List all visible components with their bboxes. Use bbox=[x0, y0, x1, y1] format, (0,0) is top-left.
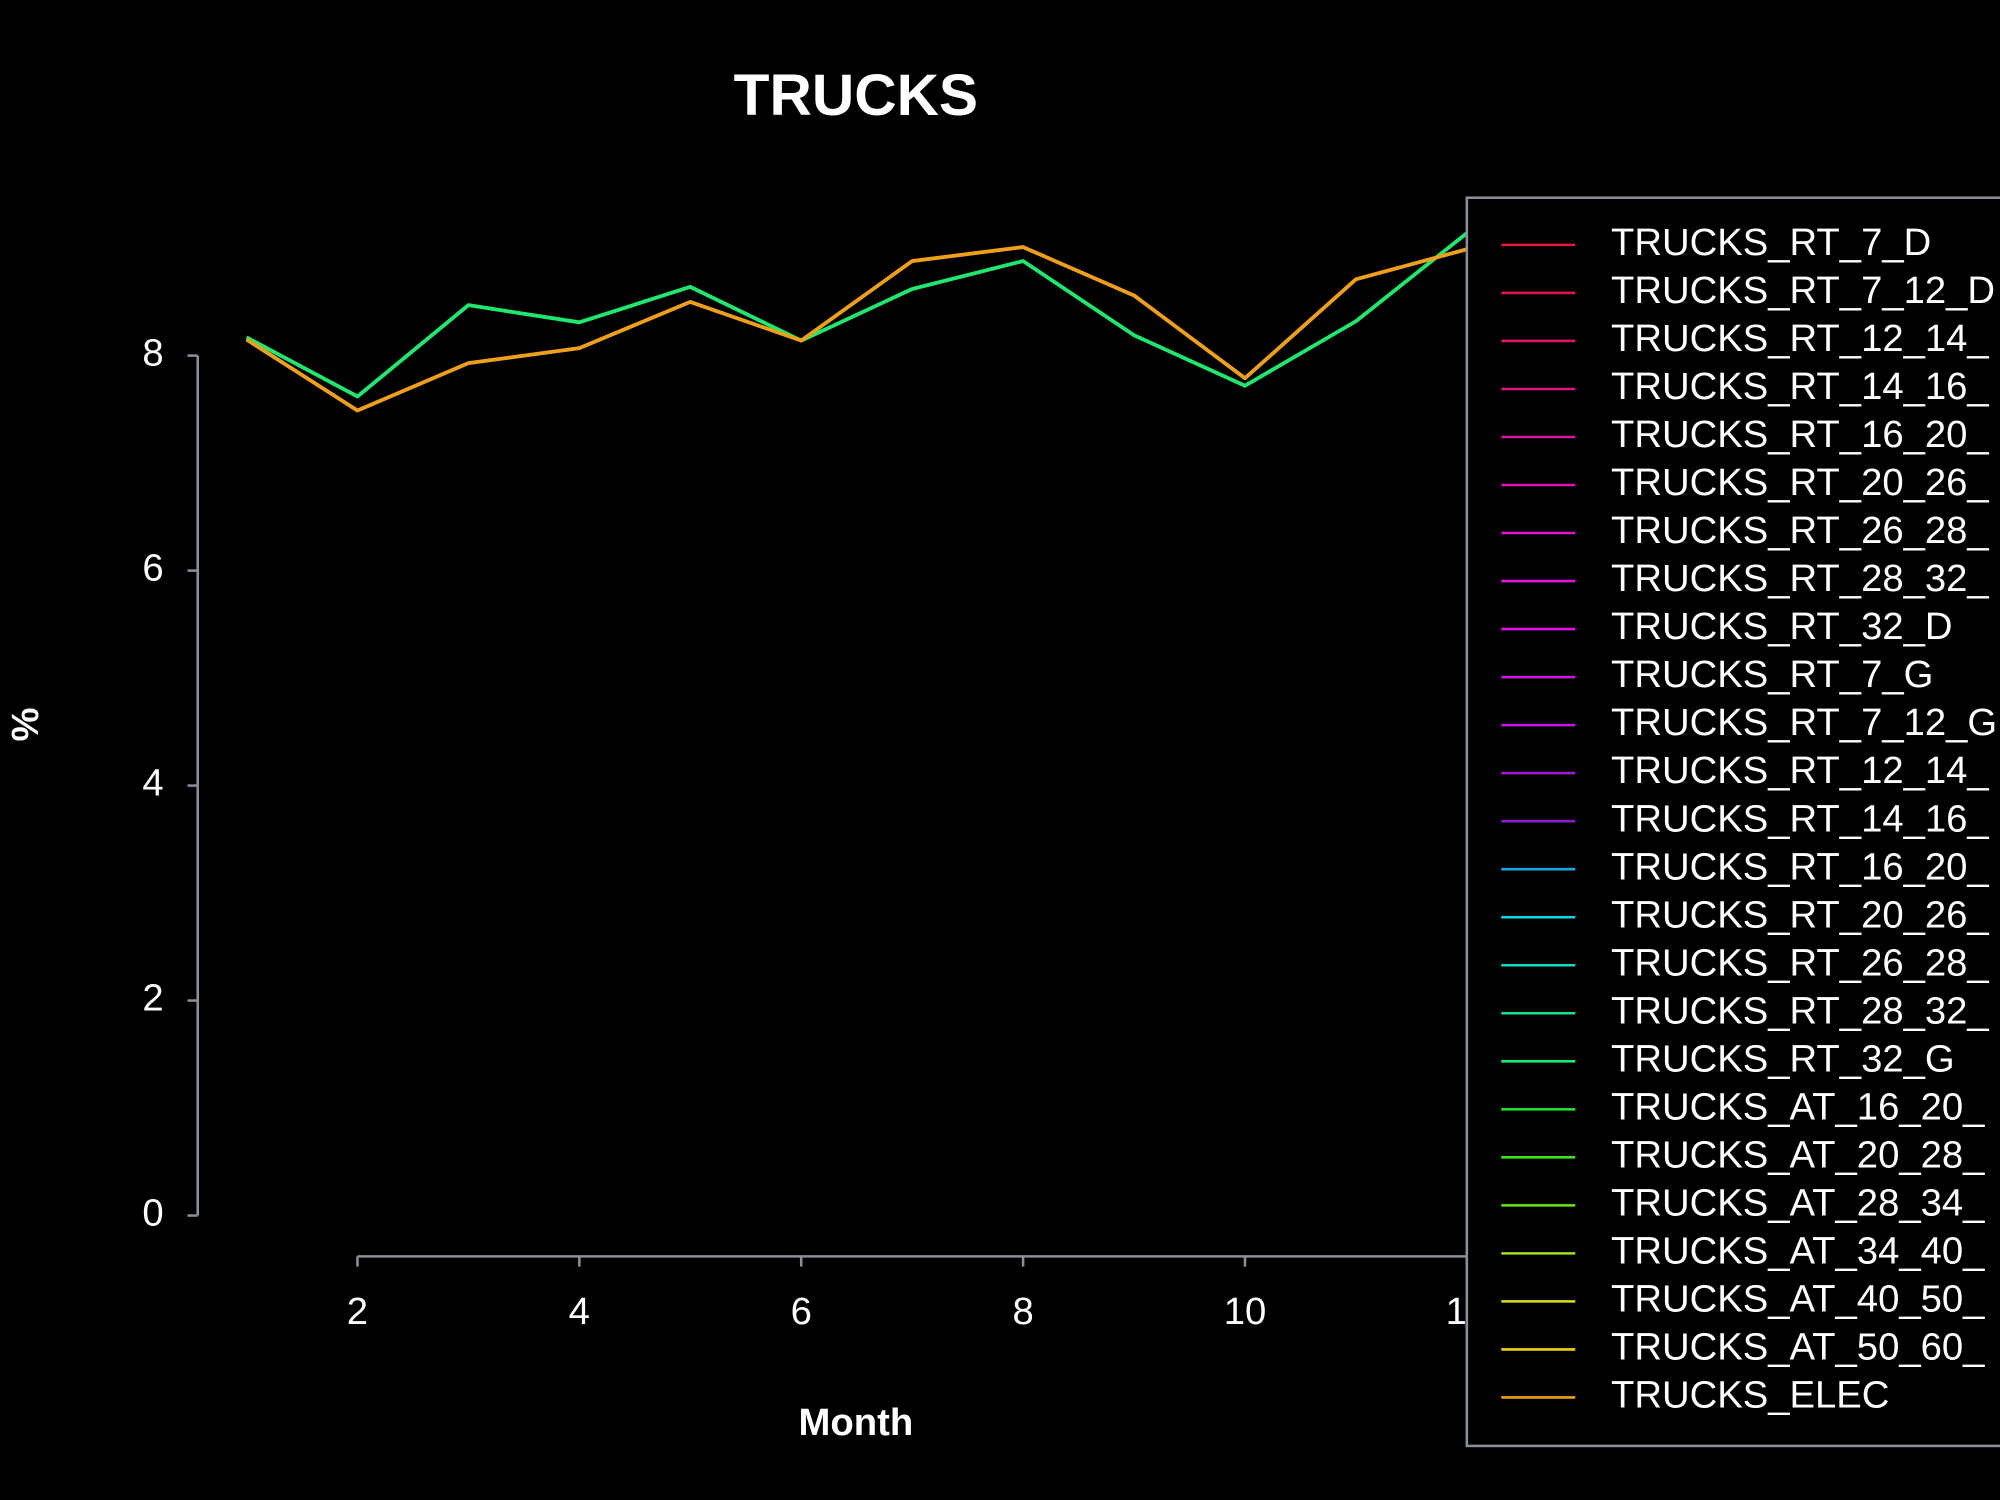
legend-label: TRUCKS_AT_28_34_ bbox=[1611, 1181, 1985, 1224]
x-tick-label: 8 bbox=[1012, 1290, 1033, 1333]
legend-label: TRUCKS_ELEC bbox=[1611, 1374, 1889, 1417]
y-tick-label: 4 bbox=[142, 762, 163, 805]
legend-label: TRUCKS_AT_16_20_ bbox=[1611, 1085, 1985, 1128]
x-axis-label: Month bbox=[799, 1401, 914, 1444]
legend-label: TRUCKS_RT_12_14_ bbox=[1611, 317, 1989, 360]
legend-label: TRUCKS_RT_12_14_ bbox=[1611, 749, 1989, 792]
chart-title: TRUCKS bbox=[734, 63, 978, 128]
y-tick-label: 6 bbox=[142, 547, 163, 590]
legend-label: TRUCKS_RT_7_G bbox=[1611, 653, 1933, 696]
plot-area: 0246824681012 bbox=[142, 231, 1488, 1333]
legend-label: TRUCKS_RT_16_20_ bbox=[1611, 845, 1989, 888]
x-tick-label: 6 bbox=[791, 1290, 812, 1333]
y-tick-label: 0 bbox=[142, 1192, 163, 1235]
legend-label: TRUCKS_AT_40_50_ bbox=[1611, 1278, 1985, 1321]
x-tick-label: 4 bbox=[569, 1290, 590, 1333]
legend-label: TRUCKS_RT_28_32_ bbox=[1611, 989, 1989, 1032]
x-tick-label: 2 bbox=[347, 1290, 368, 1333]
legend-label: TRUCKS_RT_32_G bbox=[1611, 1037, 1955, 1080]
legend-label: TRUCKS_RT_20_26_ bbox=[1611, 461, 1989, 504]
y-tick-label: 8 bbox=[142, 332, 163, 375]
legend-label: TRUCKS_RT_32_D bbox=[1611, 605, 1953, 648]
legend-label: TRUCKS_RT_7_12_G bbox=[1611, 701, 1997, 744]
y-tick-label: 2 bbox=[142, 977, 163, 1020]
series-line bbox=[245, 231, 1469, 399]
legend-label: TRUCKS_RT_28_32_ bbox=[1611, 557, 1989, 600]
legend-label: TRUCKS_AT_34_40_ bbox=[1611, 1229, 1985, 1272]
x-tick-label: 10 bbox=[1224, 1290, 1267, 1333]
legend-label: TRUCKS_RT_26_28_ bbox=[1611, 941, 1989, 984]
legend: TRUCKS_RT_7_D TRUCKS_RT_7_12_D TRUCKS_RT_1… bbox=[1465, 196, 2000, 1448]
legend-label: TRUCKS_AT_20_28_ bbox=[1611, 1133, 1985, 1176]
series-line bbox=[245, 245, 1468, 413]
legend-label: TRUCKS_RT_16_20_ bbox=[1611, 413, 1989, 456]
legend-label: TRUCKS_RT_14_16_ bbox=[1611, 365, 1989, 408]
legend-label: TRUCKS_RT_14_16_ bbox=[1611, 797, 1989, 840]
legend-label: TRUCKS_AT_50_60_ bbox=[1611, 1326, 1985, 1369]
legend-label: TRUCKS_RT_7_12_D bbox=[1611, 269, 1995, 312]
legend-label: TRUCKS_RT_26_28_ bbox=[1611, 509, 1989, 552]
y-axis-label: % bbox=[4, 707, 47, 741]
legend-label: TRUCKS_RT_20_26_ bbox=[1611, 893, 1989, 936]
legend-label: TRUCKS_RT_7_D bbox=[1611, 221, 1931, 264]
